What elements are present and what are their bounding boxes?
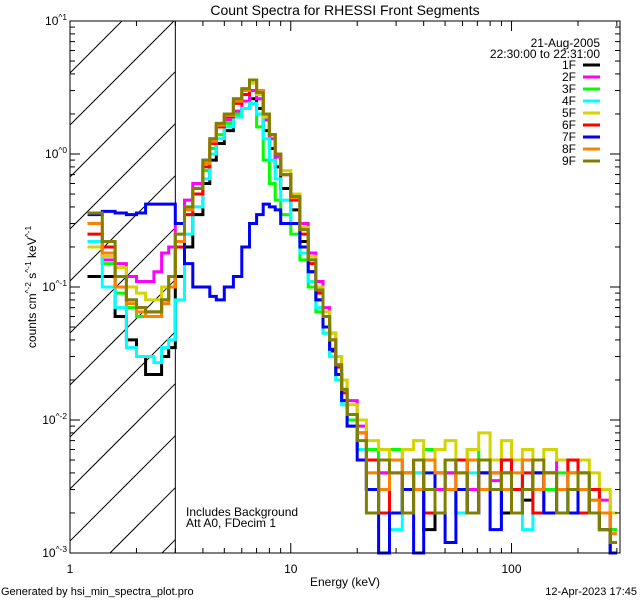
series-line-5F [87,81,617,515]
y-tick-label: 10^0 [45,145,67,161]
annotation-background: Includes Background [186,505,298,519]
hatch-line [69,20,175,126]
footer-generated-by: Generated by hsi_min_spectra_plot.pro [1,586,194,598]
legend-label-1F: 1F [562,58,576,72]
axes: 1 10 100 10^1 10^0 10^-1 10^-2 10^-3 counts cm^-… [23,12,621,576]
hatch-line [161,539,176,554]
y-tick-label: 10^-1 [42,278,67,294]
time-range-label: 22:30:00 to 22:31:00 [490,47,600,61]
hatch-line [69,20,123,74]
series-line-7F [87,202,617,555]
hatch-line [69,331,176,438]
hatch-line [69,175,176,282]
legend-label-9F: 9F [562,154,576,168]
y-tick-label: 10^1 [45,12,67,28]
hatch-line [69,383,176,490]
series-line-9F [87,78,617,544]
series-line-4F [87,101,617,544]
legend-label-4F: 4F [562,94,576,108]
series-line-2F [87,89,617,532]
x-axis-label: Energy (keV) [310,575,380,589]
footer-timestamp: 12-Apr-2023 17:45 [545,586,637,598]
legend-label-7F: 7F [562,130,576,144]
series-line-8F [87,78,617,536]
y-tick-label: 10^-3 [42,544,67,560]
legend-label-5F: 5F [562,106,576,120]
series-line-3F [87,101,617,532]
hatch-line [69,227,176,334]
y-axis-label: counts cm^-2 s^-1 keV^-1 [23,226,39,349]
legend-label-6F: 6F [562,118,576,132]
hatch-line [69,123,176,230]
series-group [87,78,617,555]
x-tick-label: 10 [284,562,298,576]
date-label: 21-Aug-2005 [531,36,601,50]
legend-label-2F: 2F [562,70,576,84]
hatch-line [69,279,176,386]
annotation-attenuator: Att A0, FDecim 1 [186,516,276,530]
legend-label-3F: 3F [562,82,576,96]
hatch-line [69,71,176,178]
chart-title: Count Spectra for RHESSI Front Segments [210,2,479,18]
series-line-1F [87,97,617,555]
y-tick-label: 10^-2 [42,411,67,427]
hatch-line [109,487,176,554]
x-tick-label: 100 [502,562,522,576]
x-tick-label: 1 [67,562,74,576]
legend-label-8F: 8F [562,142,576,156]
hatch-line [69,435,176,542]
